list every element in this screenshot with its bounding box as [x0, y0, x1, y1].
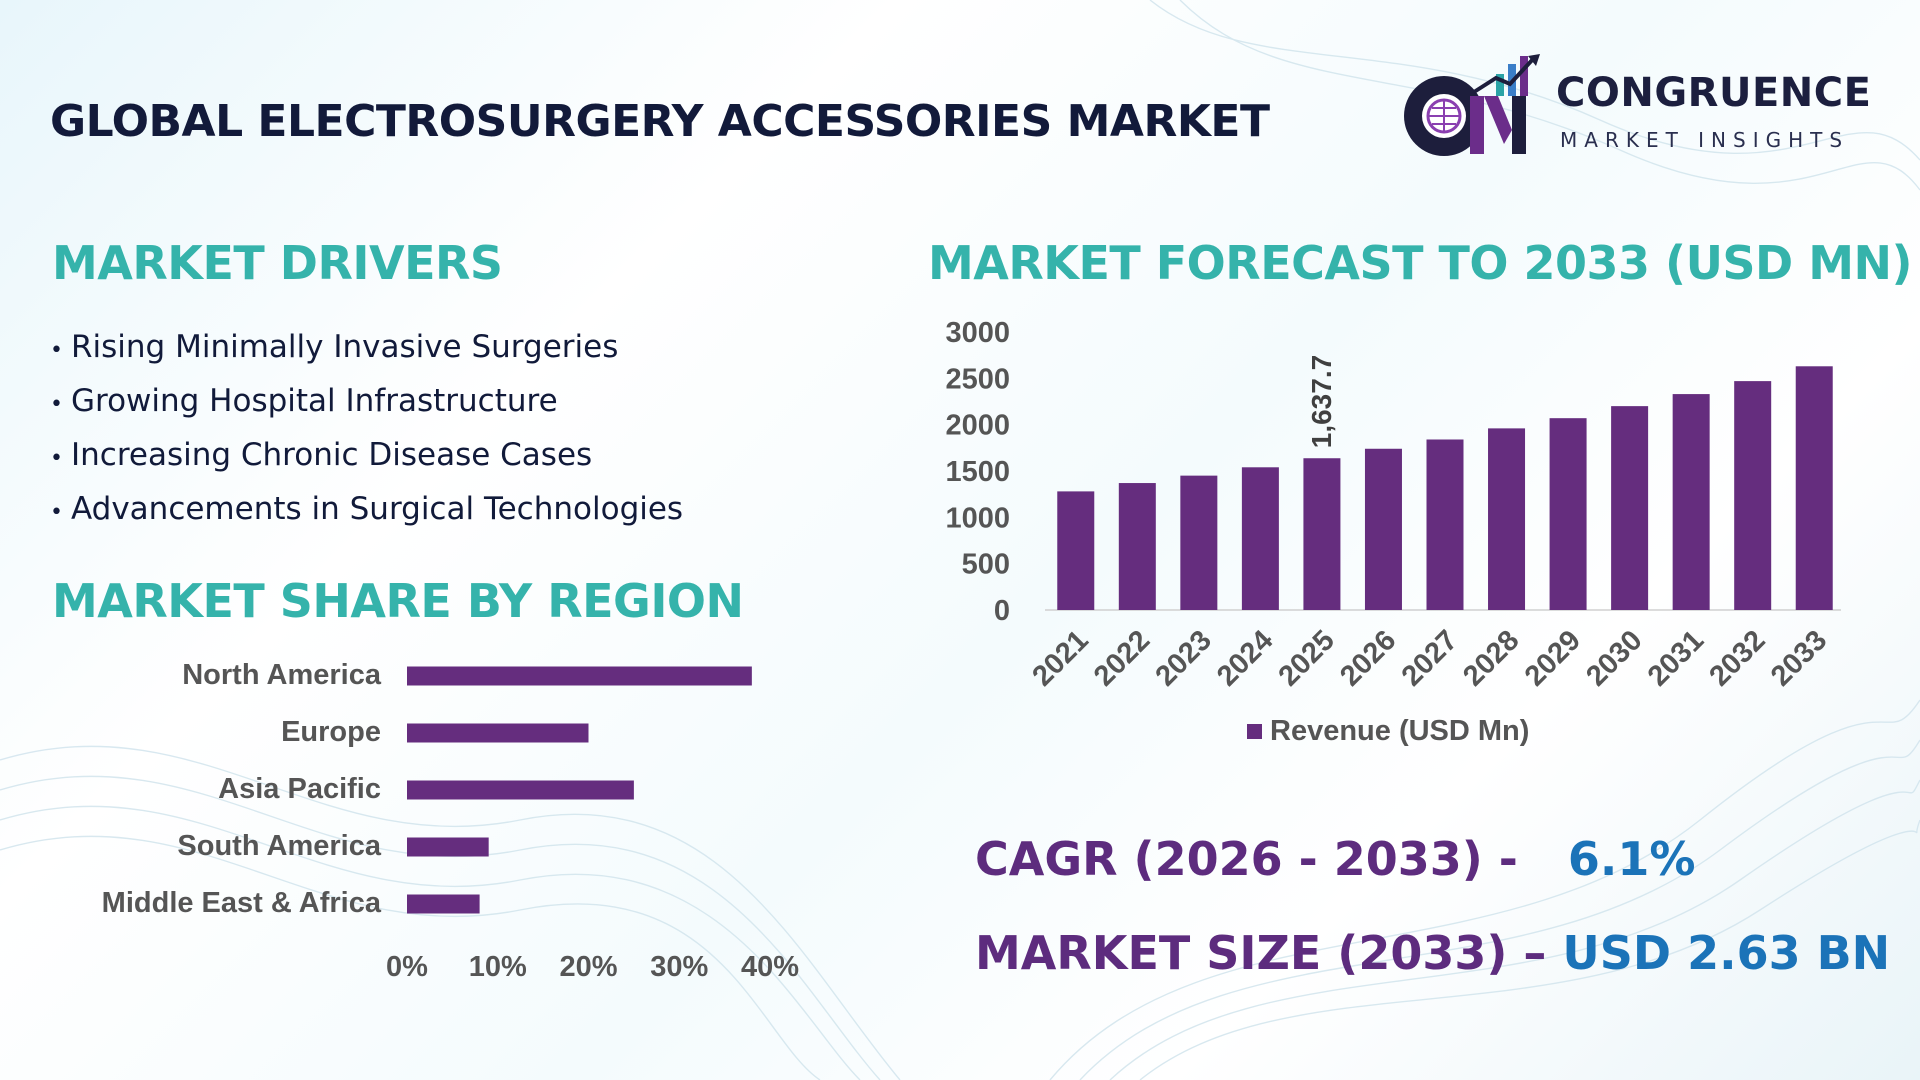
data-label: 1,637.7	[1306, 355, 1337, 448]
region-share-chart: North America Europe Asia Pacific South Ame…	[102, 659, 800, 983]
driver-item: • Advancements in Surgical Technologies	[50, 482, 683, 536]
market-size-label: MARKET SIZE (2033) –	[975, 926, 1547, 980]
x-tick-label: 40%	[741, 951, 799, 983]
x-tick-label: 2031	[1642, 624, 1710, 692]
logo-company-name: CONGRUENCE	[1556, 70, 1872, 116]
driver-text: Growing Hospital Infrastructure	[70, 383, 558, 419]
x-tick-label: 2026	[1334, 624, 1402, 692]
y-tick-label: 2500	[945, 363, 1010, 395]
driver-text: Increasing Chronic Disease Cases	[70, 437, 593, 473]
category-label: North America	[182, 659, 382, 691]
y-tick-label: 0	[994, 595, 1010, 627]
x-tick-label: 2030	[1580, 624, 1648, 692]
forecast-heading: MARKET FORECAST TO 2033 (USD MN)	[928, 236, 1913, 290]
bar	[1611, 406, 1649, 610]
bullet-glyph: •	[50, 338, 63, 363]
logo-mark-graphic	[1404, 54, 1540, 156]
x-tick-label: 2027	[1396, 624, 1464, 692]
bar	[1180, 475, 1218, 610]
cagr-label: CAGR (2026 - 2033) -	[975, 832, 1518, 886]
page-title: GLOBAL ELECTROSURGERY ACCESSORIES MARKET	[50, 96, 1270, 147]
x-tick-label: 2025	[1273, 624, 1341, 692]
driver-item: • Growing Hospital Infrastructure	[50, 374, 683, 428]
bar	[1734, 381, 1772, 610]
x-tick-label: 2029	[1519, 624, 1587, 692]
driver-item: • Increasing Chronic Disease Cases	[50, 428, 683, 482]
y-tick-label: 3000	[945, 317, 1010, 349]
company-logo: CONGRUENCE MARKET INSIGHTS	[1400, 52, 1880, 164]
x-tick-label: 2028	[1457, 624, 1525, 692]
forecast-chart: 0 500 1000 1500 2000 2500 3000 2021202220232024…	[945, 317, 1841, 747]
category-label: Europe	[281, 716, 381, 748]
bullet-glyph: •	[50, 500, 63, 525]
x-tick-label: 0%	[386, 951, 428, 983]
logo-tagline: MARKET INSIGHTS	[1560, 128, 1850, 152]
x-tick-label: 30%	[650, 951, 708, 983]
region-heading: MARKET SHARE BY REGION	[52, 574, 744, 628]
bar	[1426, 439, 1464, 610]
bullet-glyph: •	[50, 392, 63, 417]
legend: Revenue (USD Mn)	[1247, 715, 1529, 747]
x-tick-label: 2023	[1150, 624, 1218, 692]
bar	[1241, 467, 1279, 610]
category-label: Asia Pacific	[218, 773, 381, 805]
y-tick-label: 2000	[945, 410, 1010, 442]
bullet-glyph: •	[50, 446, 63, 471]
y-tick-label: 500	[962, 549, 1010, 581]
category-label: Middle East & Africa	[102, 887, 382, 919]
bar	[407, 894, 480, 914]
bar	[407, 723, 589, 743]
legend-swatch	[1247, 724, 1262, 739]
bar	[1118, 483, 1156, 610]
bar	[1672, 394, 1710, 610]
y-tick-label: 1000	[945, 502, 1010, 534]
category-label: South America	[177, 830, 381, 862]
drivers-heading: MARKET DRIVERS	[52, 236, 503, 290]
x-tick-label: 20%	[559, 951, 617, 983]
drivers-list: • Rising Minimally Invasive Surgeries • Gr…	[50, 320, 683, 536]
bar	[1795, 366, 1833, 610]
market-size-value: USD 2.63 BN	[1562, 926, 1891, 980]
y-tick-label: 1500	[945, 456, 1010, 488]
bar	[407, 837, 489, 857]
market-size-stat: MARKET SIZE (2033) – USD 2.63 BN	[975, 926, 1890, 980]
x-tick-label: 10%	[469, 951, 527, 983]
cagr-stat: CAGR (2026 - 2033) - 6.1%	[975, 832, 1695, 886]
x-tick-label: 2033	[1765, 624, 1833, 692]
driver-item: • Rising Minimally Invasive Surgeries	[50, 320, 683, 374]
x-tick-label: 2032	[1703, 624, 1771, 692]
bar	[1057, 491, 1095, 610]
x-tick-label: 2022	[1088, 624, 1156, 692]
legend-label: Revenue (USD Mn)	[1270, 715, 1529, 747]
cagr-value: 6.1%	[1567, 832, 1696, 886]
driver-text: Advancements in Surgical Technologies	[70, 491, 684, 527]
bar	[1303, 458, 1341, 610]
bar	[1488, 428, 1526, 610]
bar	[407, 780, 634, 800]
bar	[407, 666, 752, 686]
bar	[1364, 448, 1402, 610]
x-tick-label: 2024	[1211, 624, 1279, 692]
driver-text: Rising Minimally Invasive Surgeries	[70, 329, 619, 365]
bar	[1549, 418, 1587, 610]
x-tick-label: 2021	[1026, 624, 1094, 692]
